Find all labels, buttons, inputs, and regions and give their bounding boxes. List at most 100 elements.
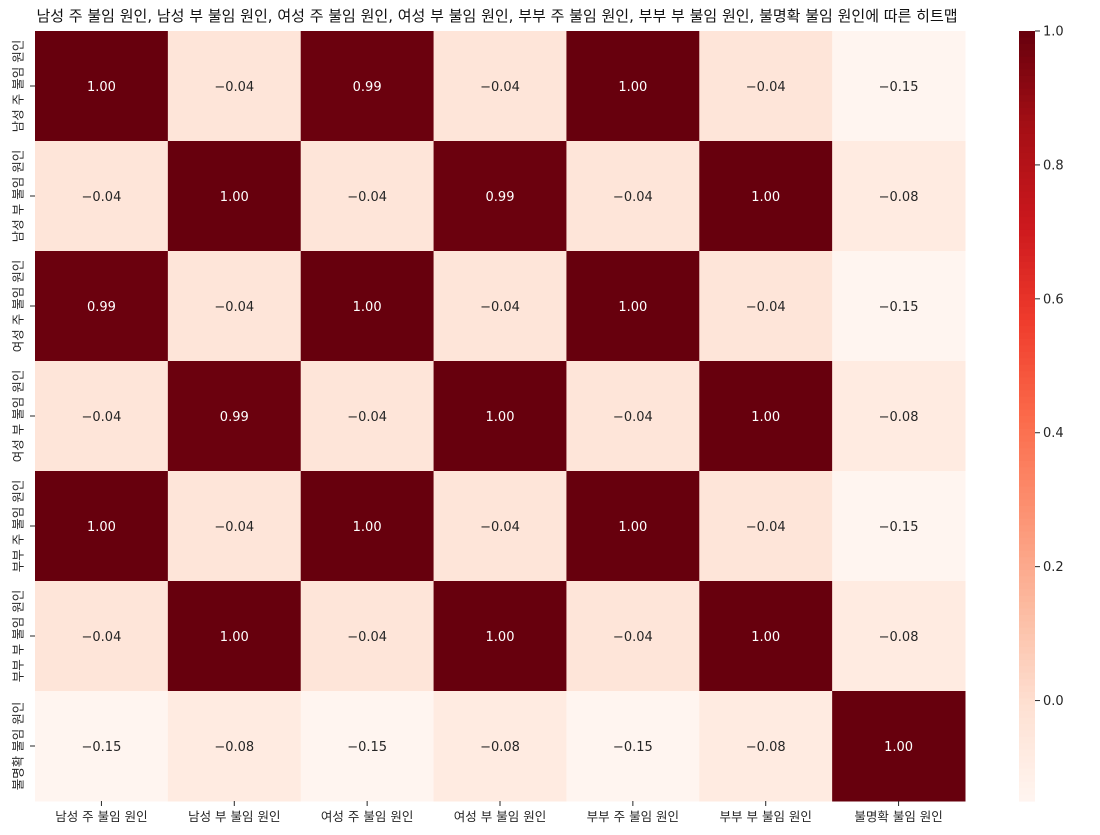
heatmap-cell	[300, 141, 435, 252]
colorbar-segment	[1019, 223, 1035, 231]
colorbar-segment	[1019, 403, 1035, 411]
colorbar-segment	[1019, 512, 1035, 520]
cell-annotation: −0.08	[214, 740, 254, 755]
colorbar-segment	[1019, 281, 1035, 289]
colorbar-segment	[1019, 448, 1035, 456]
colorbar-segment	[1019, 428, 1035, 436]
colorbar-segment	[1019, 204, 1035, 212]
heatmap-cell	[433, 691, 567, 802]
heatmap-cell	[566, 691, 700, 802]
colorbar-segment	[1019, 589, 1035, 597]
colorbar-segment	[1019, 582, 1035, 590]
colorbar-segment	[1019, 602, 1035, 610]
heatmap-cell	[35, 251, 169, 362]
colorbar-segment	[1019, 383, 1035, 391]
colorbar-tick-label: 0.4	[1043, 426, 1064, 441]
heatmap-cell	[300, 361, 435, 472]
colorbar-segment	[1019, 544, 1035, 552]
heatmap-cell	[167, 581, 302, 692]
x-axis-ticks: 남성 주 불임 원인 남성 부 불임 원인 여성 주 불임 원인 여성 부 불임 원인…	[55, 801, 943, 824]
colorbar-segment	[1019, 505, 1035, 513]
colorbar-segment	[1019, 666, 1035, 674]
colorbar-segment	[1019, 236, 1035, 244]
cell-annotation: 0.99	[220, 410, 249, 425]
cell-annotation: −0.04	[347, 630, 387, 645]
cell-annotation: 1.00	[353, 300, 382, 315]
colorbar-segment	[1019, 659, 1035, 667]
x-tick-label: 여성 주 불임 원인	[321, 809, 413, 824]
cell-annotation: −0.04	[746, 520, 786, 535]
heatmap-cell	[699, 31, 833, 142]
colorbar-segment	[1019, 653, 1035, 661]
cell-annotation: −0.04	[746, 300, 786, 315]
colorbar-segment	[1019, 37, 1035, 45]
cell-annotation: −0.04	[214, 80, 254, 95]
cell-annotation: 1.00	[87, 520, 116, 535]
heatmap-cell	[832, 691, 966, 802]
heatmap-cell	[35, 581, 169, 692]
heatmap-cell	[35, 471, 169, 582]
colorbar-segment	[1019, 621, 1035, 629]
colorbar-segment	[1019, 339, 1035, 347]
colorbar-segment	[1019, 557, 1035, 565]
heatmap-cell	[300, 471, 435, 582]
colorbar-segment	[1019, 794, 1035, 802]
colorbar-segment	[1019, 88, 1035, 96]
colorbar-segment	[1019, 717, 1035, 725]
colorbar-segment	[1019, 685, 1035, 693]
colorbar-segment	[1019, 698, 1035, 706]
colorbar-segment	[1019, 460, 1035, 468]
heatmap-cell	[566, 141, 700, 252]
colorbar-segment	[1019, 595, 1035, 603]
colorbar-segment	[1019, 570, 1035, 578]
colorbar-segment	[1019, 576, 1035, 584]
heatmap-cell	[699, 581, 833, 692]
cell-annotation: 0.99	[87, 300, 116, 315]
colorbar-segment	[1019, 537, 1035, 545]
cell-annotation: 1.00	[486, 410, 515, 425]
cell-annotation: 0.99	[353, 80, 382, 95]
colorbar-segment	[1019, 172, 1035, 180]
colorbar-segment	[1019, 31, 1035, 39]
colorbar-segment	[1019, 672, 1035, 680]
colorbar-segment	[1019, 627, 1035, 635]
cell-annotation: −0.04	[480, 300, 520, 315]
cell-annotation: 1.00	[618, 80, 647, 95]
cell-annotation: 1.00	[618, 300, 647, 315]
colorbar-segment	[1019, 197, 1035, 205]
cell-annotation: 0.99	[486, 190, 515, 205]
colorbar-segment	[1019, 608, 1035, 616]
heatmap-cell	[167, 361, 302, 472]
colorbar-segment	[1019, 165, 1035, 173]
colorbar-segment	[1019, 788, 1035, 796]
colorbar-segment	[1019, 531, 1035, 539]
cell-annotation: −0.08	[879, 630, 919, 645]
heatmap-cell	[167, 471, 302, 582]
colorbar-segment	[1019, 518, 1035, 526]
colorbar-segment	[1019, 140, 1035, 148]
x-tick-label: 불명확 불임 원인	[854, 809, 942, 824]
heatmap-cell	[832, 141, 966, 252]
colorbar-segment	[1019, 210, 1035, 218]
cell-annotation: −0.08	[879, 190, 919, 205]
heatmap-cell	[699, 691, 833, 802]
colorbar-segment	[1019, 191, 1035, 199]
y-tick-label: 불명확 불임 원인	[11, 702, 26, 790]
heatmap-cell	[699, 251, 833, 362]
colorbar-segment	[1019, 730, 1035, 738]
colorbar-segment	[1019, 358, 1035, 366]
cell-annotation: −0.04	[82, 630, 122, 645]
colorbar-segment	[1019, 743, 1035, 751]
colorbar-segment	[1019, 127, 1035, 135]
cell-annotation: 1.00	[87, 80, 116, 95]
heatmap-cell	[167, 691, 302, 802]
colorbar-tick-label: 1.0	[1043, 25, 1064, 40]
colorbar-segment	[1019, 152, 1035, 160]
x-tick-label: 부부 부 불임 원인	[720, 809, 812, 824]
y-tick-label: 남성 주 불임 원인	[11, 40, 26, 132]
colorbar-segment	[1019, 679, 1035, 687]
colorbar-segment	[1019, 101, 1035, 109]
heatmap-cells	[35, 31, 966, 802]
